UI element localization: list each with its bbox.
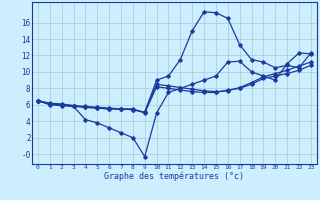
X-axis label: Graphe des températures (°c): Graphe des températures (°c) xyxy=(104,172,244,181)
